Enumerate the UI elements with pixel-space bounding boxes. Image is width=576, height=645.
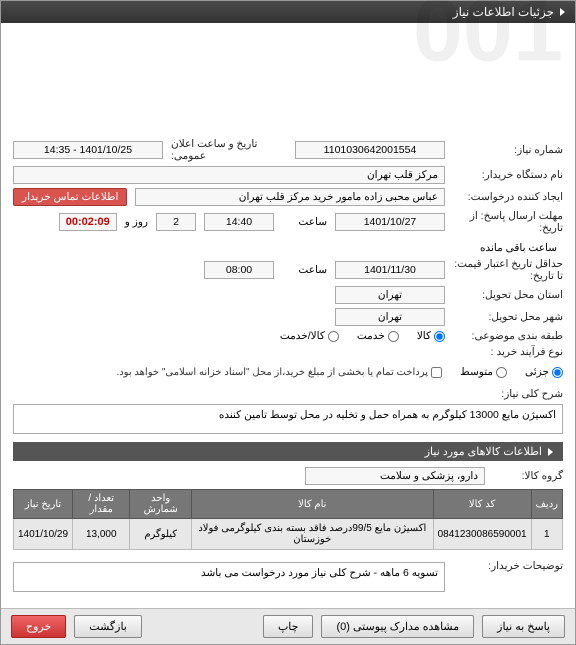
time-label-2: ساعت [282,264,327,276]
province-label: استان محل تحویل: [453,289,563,301]
category-label: طبقه بندی موضوعی: [453,330,563,342]
items-table: ردیف کد کالا نام کالا واحد شمارش تعداد /… [13,489,563,550]
back-button[interactable]: بازگشت [74,615,142,638]
bt-medium-radio[interactable] [496,367,507,378]
window-title: جزئیات اطلاعات نیاز [453,5,554,19]
cat-goods-option[interactable]: کالا [417,330,445,342]
need-no-label: شماره نیاز: [453,144,563,156]
th-date: تاریخ نیاز [14,490,73,519]
cat-goods-service-option[interactable]: کالا/خدمت [280,330,339,342]
td-unit: کیلوگرم [130,519,192,550]
bt-medium-option[interactable]: متوسط [460,366,507,378]
th-code: کد کالا [433,490,531,519]
td-row: 1 [531,519,562,550]
td-code: 0841230086590001 [433,519,531,550]
days-label: روز و [125,216,148,228]
exit-button[interactable]: خروج [11,615,66,638]
countdown: 00:02:09 [59,213,117,231]
main-content: 001 شماره نیاز: 1101030642001554 تاریخ و… [1,23,575,608]
desc-text: اکسیژن مایع 13000 کیلوگرم به همراه حمل و… [13,404,563,434]
deadline-time: 14:40 [204,213,274,231]
print-button[interactable]: چاپ [263,615,314,638]
td-qty: 13,000 [73,519,130,550]
footer: پاسخ به نیاز مشاهده مدارک پیوستی (0) چاپ… [1,608,575,644]
bt-partial-option[interactable]: جزئی [525,366,563,378]
validity-date: 1401/11/30 [335,261,445,279]
requester-label: ایجاد کننده درخواست: [453,191,563,203]
items-section-title: اطلاعات کالاهای مورد نیاز [425,445,542,458]
group-value: دارو، پزشکی و سلامت [305,467,485,485]
contact-button[interactable]: اطلاعات تماس خریدار [13,188,127,206]
attachments-button[interactable]: مشاهده مدارک پیوستی (0) [321,615,474,638]
cat-goods-radio[interactable] [434,331,445,342]
cat-goods-service-radio[interactable] [328,331,339,342]
window: جزئیات اطلاعات نیاز 001 شماره نیاز: 1101… [0,0,576,645]
td-date: 1401/10/29 [14,519,73,550]
group-label: گروه کالا: [493,470,563,482]
pay-note-option[interactable]: پرداخت تمام یا بخشی از مبلغ خرید،از محل … [116,367,442,378]
deadline-date: 1401/10/27 [335,213,445,231]
desc-label: شرح کلی نیاز: [453,388,563,400]
cat-service-option[interactable]: خدمت [357,330,399,342]
province: تهران [335,286,445,304]
pub-datetime: 1401/10/25 - 14:35 [13,141,163,159]
reply-button[interactable]: پاسخ به نیاز [482,615,565,638]
need-no: 1101030642001554 [295,141,445,159]
deadline-label: مهلت ارسال پاسخ: از تاریخ: [453,210,563,234]
th-name: نام کالا [191,490,433,519]
buyer-notes-label: توضیحات خریدار: [453,560,563,572]
days-count: 2 [156,213,196,231]
table-row[interactable]: 1 0841230086590001 اکسیژن مایع 99/5درصد … [14,519,563,550]
city: تهران [335,308,445,326]
buytype-group: جزئی متوسط پرداخت تمام یا بخشی از مبلغ خ… [116,366,563,378]
buyer-name: مرکز قلب تهران [13,166,445,184]
validity-label: حداقل تاریخ اعتبار قیمت: تا تاریخ: [453,258,563,282]
bt-partial-radio[interactable] [552,367,563,378]
city-label: شهر محل تحویل: [453,311,563,323]
pay-note-check[interactable] [431,367,442,378]
titlebar: جزئیات اطلاعات نیاز [1,1,575,23]
th-qty: تعداد / مقدار [73,490,130,519]
validity-time: 08:00 [204,261,274,279]
pub-label: تاریخ و ساعت اعلان عمومی: [171,138,287,162]
buyer-label: نام دستگاه خریدار: [453,169,563,181]
category-group: کالا خدمت کالا/خدمت [280,330,445,342]
remaining-label: ساعت باقی مانده [480,242,557,254]
buytype-label: نوع فرآیند خرید : [453,346,563,358]
requester-name: عباس محبی زاده مامور خرید مرکز قلب تهران [135,188,445,206]
cat-service-radio[interactable] [388,331,399,342]
td-name: اکسیژن مایع 99/5درصد فاقد بسته بندی کیلو… [191,519,433,550]
buyer-notes: تسویه 6 ماهه - شرح کلی نیاز مورد درخواست… [13,562,445,592]
items-section-bar: اطلاعات کالاهای مورد نیاز [13,442,563,461]
th-row: ردیف [531,490,562,519]
th-unit: واحد شمارش [130,490,192,519]
time-label-1: ساعت [282,216,327,228]
